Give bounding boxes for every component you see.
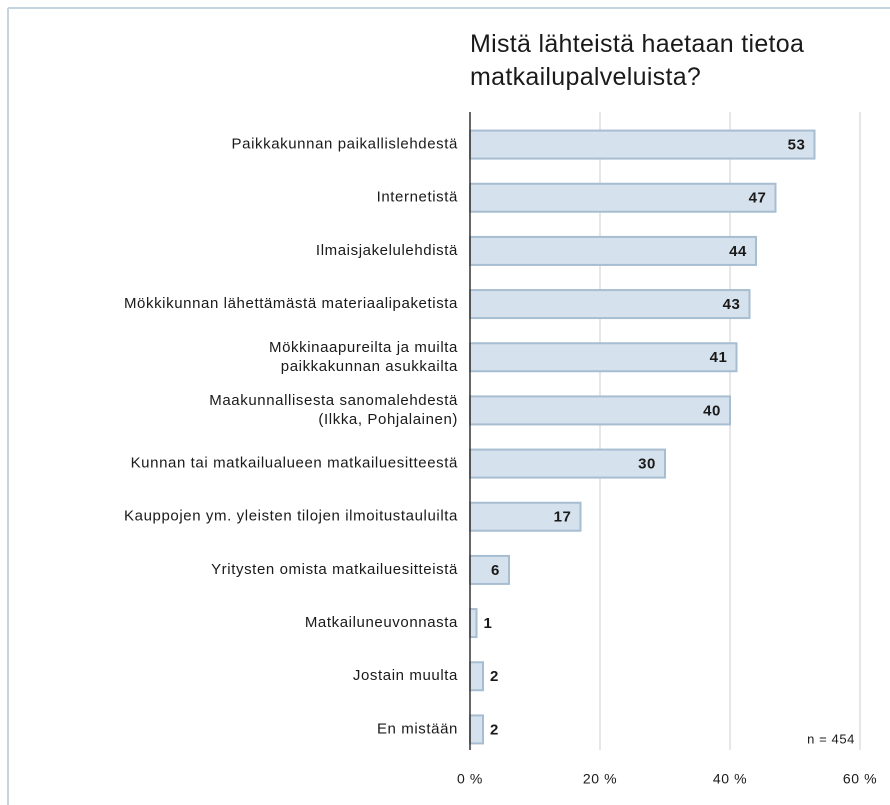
y-tick-label: Yritysten omista matkailuesitteistä (211, 561, 458, 578)
value-label: 2 (490, 668, 499, 685)
annotation: n = 454 (807, 731, 855, 746)
y-tick-label: En mistään (377, 720, 458, 737)
bar (469, 661, 484, 692)
y-tick-label: Mökkikunnan lähettämästä materiaalipaket… (124, 295, 458, 312)
value-label: 47 (749, 190, 767, 207)
y-tick-label: Internetistä (377, 189, 458, 206)
bar (469, 395, 731, 426)
y-tick-label: Jostain muulta (353, 667, 458, 684)
y-tick-label: Maakunnallisesta sanomalehdestä (Ilkka, P… (209, 392, 458, 428)
x-tick-label: 20 % (583, 771, 617, 787)
value-label: 53 (788, 137, 806, 154)
bar (469, 289, 751, 320)
bar (469, 448, 666, 479)
value-label: 1 (484, 615, 493, 632)
x-tick-label: 40 % (713, 771, 747, 787)
bar (469, 342, 738, 373)
value-label: 17 (554, 509, 572, 526)
bar (469, 235, 757, 266)
bar (469, 129, 816, 160)
y-tick-label: Mökkinaapureilta ja muilta paikkakunnan a… (269, 339, 458, 375)
value-label: 41 (710, 349, 728, 366)
bar (469, 608, 478, 639)
y-tick-label: Paikkakunnan paikallislehdestä (232, 136, 459, 153)
y-tick-label: Ilmaisjakelulehdistä (316, 242, 458, 259)
x-tick-label: 60 % (843, 771, 877, 787)
bar (469, 182, 777, 213)
y-tick-label: Kauppojen ym. yleisten tilojen ilmoitust… (124, 508, 458, 525)
bar (469, 501, 582, 532)
bar (469, 714, 484, 745)
value-label: 43 (723, 296, 741, 313)
value-label: 6 (491, 562, 500, 579)
y-tick-label: Matkailuneuvonnasta (305, 614, 458, 631)
value-label: 44 (729, 243, 747, 260)
value-label: 40 (703, 402, 721, 419)
value-label: 30 (638, 456, 656, 473)
y-tick-label: Kunnan tai matkailualueen matkailuesitte… (131, 455, 458, 472)
value-label: 2 (490, 721, 499, 738)
bar (469, 554, 510, 585)
x-tick-label: 0 % (457, 771, 483, 787)
chart-title: Mistä lähteistä haetaan tietoa matkailupa… (470, 30, 804, 91)
